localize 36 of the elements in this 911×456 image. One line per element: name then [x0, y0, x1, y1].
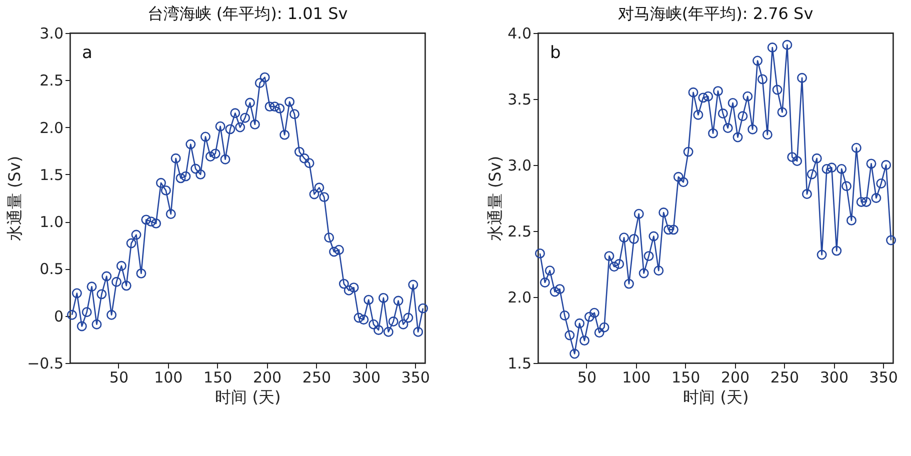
x-tick-label: 200 — [252, 368, 282, 386]
x-tick-label: 350 — [401, 368, 430, 386]
y-tick-label: 1.5 — [40, 166, 64, 184]
y-tick-label: 2.5 — [40, 72, 64, 90]
y-tick-label: 2.0 — [508, 288, 532, 306]
y-tick-label: 2.0 — [40, 118, 64, 137]
x-tick-label: 250 — [770, 368, 800, 386]
annotation: b — [550, 43, 561, 63]
y-tick-label: 0 — [54, 307, 64, 326]
y-tick-label: 2.5 — [508, 222, 532, 240]
chart-title: 对马海峡(年平均): 2.76 Sv — [618, 4, 814, 23]
y-tick-label: 3.0 — [508, 156, 532, 174]
annotation: a — [82, 43, 92, 63]
x-tick-label: 50 — [577, 368, 596, 386]
y-tick-label: 3.5 — [508, 90, 532, 108]
x-tick-label: 350 — [869, 368, 898, 386]
x-tick-label: 250 — [302, 368, 332, 386]
x-tick-label: 150 — [204, 368, 232, 386]
x-tick-label: 200 — [720, 368, 750, 386]
x-axis-title: 时间 (天) — [683, 388, 749, 406]
x-tick-label: 300 — [820, 368, 848, 386]
y-axis-title: 水通量 (Sv) — [486, 156, 505, 242]
y-tick-label: 3.0 — [40, 24, 64, 42]
x-tick-label: 50 — [109, 368, 128, 386]
chart-title: 台湾海峡 (年平均): 1.01 Sv — [147, 4, 348, 23]
x-tick-label: 150 — [672, 368, 700, 386]
y-tick-label: 1.0 — [40, 213, 64, 232]
y-tick-label: 1.5 — [508, 354, 532, 372]
y-tick-label: −0.5 — [27, 354, 64, 372]
y-tick-label: 0.5 — [40, 260, 64, 278]
x-tick-label: 300 — [352, 368, 380, 386]
x-tick-label: 100 — [622, 368, 651, 386]
x-axis-title: 时间 (天) — [215, 388, 281, 406]
y-axis-title: 水通量 (Sv) — [5, 156, 24, 242]
y-tick-label: 4.0 — [508, 24, 532, 42]
x-tick-label: 100 — [154, 368, 183, 386]
